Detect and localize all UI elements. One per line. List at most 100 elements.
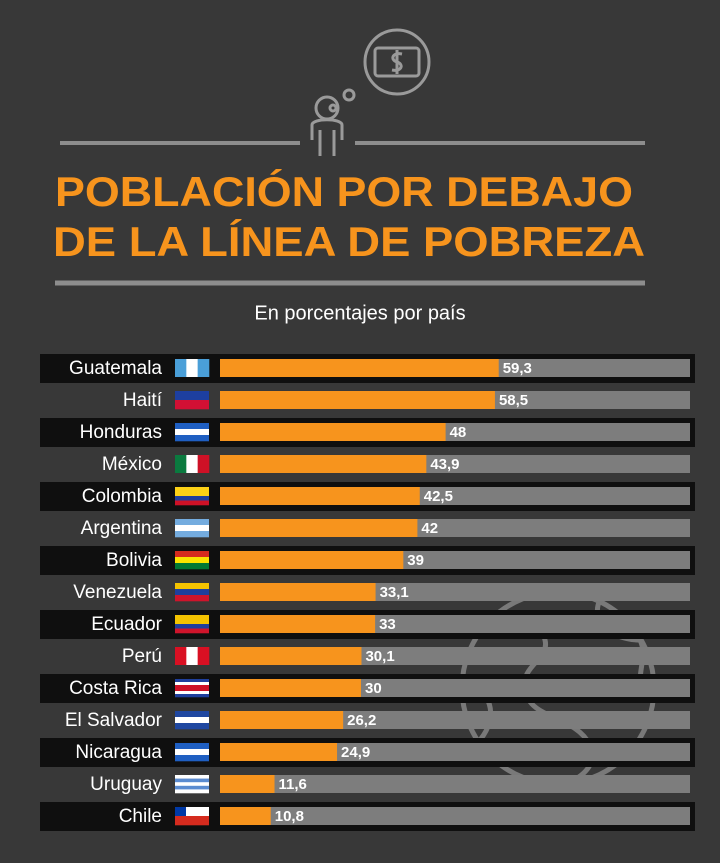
value-label: 33,1 (380, 584, 409, 601)
flag (175, 400, 209, 410)
category-label: Haití (123, 390, 163, 411)
value-label: 11,6 (279, 776, 307, 793)
flag (175, 755, 209, 762)
category-label: Argentina (81, 518, 163, 539)
flag (175, 789, 209, 794)
flag (175, 694, 209, 698)
category-label: Costa Rica (69, 678, 162, 699)
bar-track (220, 743, 690, 761)
category-label: Colombia (82, 486, 163, 507)
category-label: El Salvador (65, 710, 163, 731)
value-label: 24,9 (341, 744, 370, 761)
chart-title: DE LA LÍNEA DE POBREZA (53, 218, 645, 265)
category-label: Ecuador (91, 614, 162, 635)
category-label: Bolivia (106, 550, 162, 571)
flag (175, 500, 209, 506)
flag (175, 496, 209, 501)
flag (175, 743, 209, 750)
flag (175, 807, 209, 817)
bar-track (220, 775, 690, 793)
bar (220, 743, 338, 761)
flag (175, 595, 209, 602)
bar (220, 359, 499, 377)
bar (220, 615, 376, 633)
flag (175, 391, 209, 401)
flag (175, 619, 209, 625)
value-label: 42 (421, 520, 438, 537)
flag (175, 624, 209, 629)
bar (220, 583, 376, 601)
category-label: Honduras (80, 422, 162, 443)
flag (197, 359, 210, 377)
flag (175, 491, 209, 497)
value-label: 39 (407, 552, 424, 569)
value-label: 48 (450, 424, 467, 441)
flag (175, 455, 187, 473)
flag (175, 525, 209, 532)
flag (175, 615, 209, 620)
flag (175, 487, 209, 492)
flag (175, 778, 209, 783)
flag (175, 435, 209, 442)
value-label: 30 (365, 680, 382, 697)
flag (186, 455, 198, 473)
bar-track (220, 807, 690, 825)
flag (175, 679, 209, 683)
value-label: 30,1 (365, 648, 394, 665)
bar (220, 679, 361, 697)
category-label: Guatemala (69, 358, 162, 379)
category-label: Uruguay (90, 774, 162, 795)
bar (220, 807, 271, 825)
value-label: 33 (379, 616, 396, 633)
flag (175, 557, 209, 564)
chart-subtitle: En porcentajes por país (254, 302, 465, 324)
flag (175, 685, 209, 689)
flag (175, 782, 209, 787)
flag (175, 749, 209, 756)
bar (220, 711, 344, 729)
value-label: 26,2 (347, 712, 376, 729)
category-label: Perú (122, 646, 162, 667)
flag (175, 682, 209, 686)
category-label: México (102, 454, 162, 475)
flag (175, 589, 209, 596)
bar (220, 455, 427, 473)
flag (186, 647, 198, 665)
bar (220, 391, 495, 409)
flag (175, 691, 209, 695)
flag (175, 717, 209, 724)
flag (175, 723, 209, 730)
chart-title: POBLACIÓN POR DEBAJO (55, 167, 633, 215)
flag (186, 359, 198, 377)
bar (220, 423, 446, 441)
flag (175, 688, 209, 692)
flag (175, 785, 209, 790)
flag (175, 563, 209, 570)
flag (175, 816, 209, 826)
header-icon (310, 28, 431, 156)
bar (220, 519, 418, 537)
category-label: Venezuela (73, 582, 162, 603)
value-label: 58,5 (499, 392, 528, 409)
flag (175, 531, 209, 538)
flag (175, 519, 209, 526)
flag (175, 583, 209, 590)
flag (175, 647, 187, 665)
value-label: 59,3 (503, 360, 532, 377)
flag (175, 775, 209, 779)
flag (197, 455, 210, 473)
flag (175, 711, 209, 718)
bar (220, 647, 362, 665)
bar (220, 551, 404, 569)
flag (197, 647, 210, 665)
flag (175, 551, 209, 558)
value-label: 10,8 (275, 808, 304, 825)
value-label: 43,9 (430, 456, 459, 473)
flag (175, 628, 209, 634)
flag (175, 807, 186, 816)
bar (220, 775, 275, 793)
flag (175, 359, 187, 377)
value-label: 42,5 (424, 488, 453, 505)
flag (175, 429, 209, 436)
category-label: Chile (119, 806, 162, 827)
